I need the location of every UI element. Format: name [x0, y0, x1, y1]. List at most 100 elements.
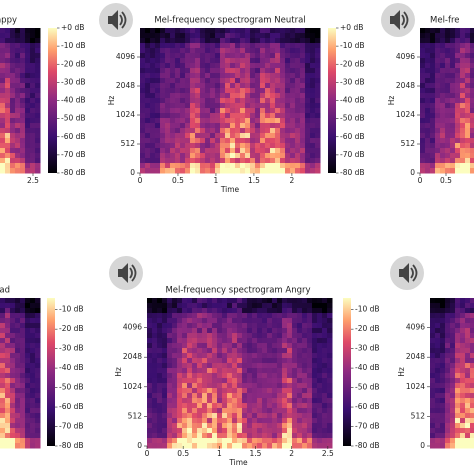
spectrogram-cell [182, 368, 188, 374]
spectrogram-cell [282, 298, 288, 304]
y-tick-label: 4096 [406, 323, 425, 332]
spectrogram-cell [425, 78, 431, 84]
spectrogram-cell [150, 73, 156, 79]
spectrogram-cell [150, 98, 156, 104]
spectrogram-cell [232, 388, 238, 394]
spectrogram-cell [157, 413, 163, 419]
spectrogram-cell [165, 43, 171, 49]
spectrogram-cell [145, 158, 151, 164]
spectrogram-cell [215, 43, 221, 49]
spectrogram-cell [252, 388, 258, 394]
spectrogram-cell [237, 398, 243, 404]
spectrogram-cell [272, 313, 278, 319]
spectrogram-cell [300, 113, 306, 119]
audio-button[interactable] [380, 2, 416, 38]
spectrogram-cell [172, 303, 178, 309]
spectrogram-cell [152, 358, 158, 364]
spectrogram-cell [317, 323, 323, 329]
spectrogram-cell [172, 388, 178, 394]
spectrogram-cell [445, 358, 451, 364]
spectrogram-cell [440, 408, 446, 414]
spectrogram-cell [270, 118, 276, 124]
spectrogram-cell [450, 148, 456, 154]
spectrogram-cell [450, 438, 456, 444]
spectrogram-cell [195, 43, 201, 49]
spectrogram-cell [15, 43, 21, 49]
audio-button[interactable] [108, 255, 144, 291]
spectrogram-cell [200, 53, 206, 59]
spectrogram-cell [230, 163, 236, 169]
spectrogram-cell [295, 63, 301, 69]
spectrogram-cell [180, 48, 186, 54]
spectrogram-cell [155, 63, 161, 69]
spectrogram-cell [227, 388, 233, 394]
spectrogram-cell [192, 438, 198, 444]
spectrogram-cell [155, 33, 161, 39]
spectrogram-cell [465, 108, 471, 114]
spectrogram-cell [207, 413, 213, 419]
spectrogram-cell [470, 413, 474, 419]
spectrogram-cell [212, 383, 218, 389]
spectrogram-cell [265, 33, 271, 39]
spectrogram-cell [30, 353, 36, 359]
spectrogram-cell [5, 358, 11, 364]
spectrogram-cell [327, 433, 333, 439]
spectrogram-cell [212, 323, 218, 329]
spectrogram-cell [277, 333, 283, 339]
spectrogram-cell [260, 48, 266, 54]
spectrogram-cell [10, 133, 16, 139]
spectrogram-cell [182, 433, 188, 439]
spectrogram-cell [192, 393, 198, 399]
spectrogram-cell [212, 313, 218, 319]
spectrogram-cell [5, 338, 11, 344]
spectrogram-cell [215, 83, 221, 89]
audio-button[interactable] [98, 2, 134, 38]
spectrogram-cell [425, 48, 431, 54]
spectrogram-cell [145, 93, 151, 99]
spectrogram-cell [25, 433, 31, 439]
spectrogram-cell [202, 443, 208, 449]
spectrogram-cell [285, 163, 291, 169]
audio-button[interactable] [389, 255, 425, 291]
spectrogram-cell [217, 308, 223, 314]
spectrogram-cell [15, 123, 21, 129]
spectrogram-cell [275, 58, 281, 64]
spectrogram-cell [327, 428, 333, 434]
spectrogram-cell [35, 78, 41, 84]
spectrogram-cell [440, 108, 446, 114]
spectrogram-cell [420, 83, 426, 89]
spectrogram-cell [30, 33, 36, 39]
spectrogram-cell [160, 118, 166, 124]
spectrogram-cell [190, 68, 196, 74]
spectrogram-cell [450, 398, 456, 404]
spectrogram-cell [262, 438, 268, 444]
spectrogram-cell [450, 103, 456, 109]
spectrogram-cell [162, 413, 168, 419]
spectrogram-cell [465, 43, 471, 49]
spectrogram-cell [197, 373, 203, 379]
spectrogram-cell [297, 383, 303, 389]
spectrogram-cell [302, 333, 308, 339]
spectrogram-cell [280, 148, 286, 154]
spectrogram-cell [227, 428, 233, 434]
spectrogram-cell [262, 418, 268, 424]
spectrogram-cell [185, 93, 191, 99]
spectrogram-cell [470, 423, 474, 429]
spectrogram-cell [210, 48, 216, 54]
spectrogram-cell [195, 33, 201, 39]
spectrogram-cell [435, 168, 441, 174]
spectrogram-cell [162, 333, 168, 339]
spectrogram-cell [10, 423, 16, 429]
spectrogram-cell [200, 163, 206, 169]
spectrogram-cell [277, 373, 283, 379]
spectrogram-cell [35, 168, 41, 174]
spectrogram-cell [297, 373, 303, 379]
spectrogram-cell [470, 338, 474, 344]
spectrogram-cell [250, 33, 256, 39]
spectrogram-cell [140, 78, 146, 84]
spectrogram-cell [20, 108, 26, 114]
spectrogram-cell [147, 313, 153, 319]
spectrogram-cell [10, 83, 16, 89]
spectrogram-cell [180, 118, 186, 124]
spectrogram-cell [455, 118, 461, 124]
